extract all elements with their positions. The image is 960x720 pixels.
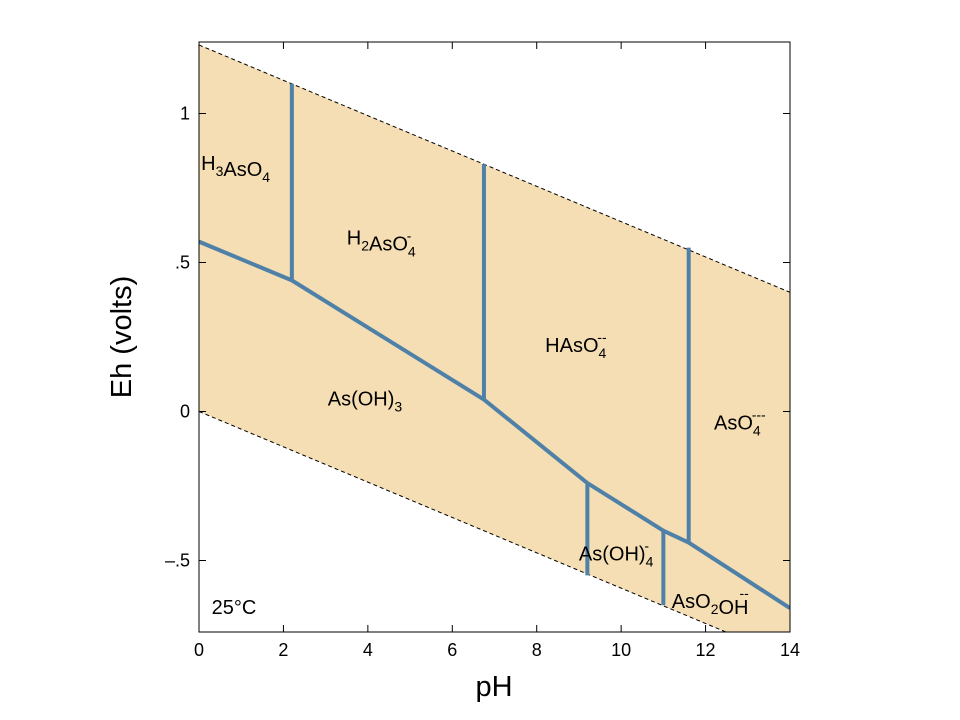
boundary-arsenate-arsenite [199,239,790,610]
temperature-annotation: 25°C [212,597,257,619]
water-stability-field [199,44,790,632]
species-label-h3aso4: H3AsO4 [201,153,270,185]
species-labels: H3AsO4 H2AsO4- HAsO4-- AsO4--- As(OH)3 As(OH)… [201,153,766,619]
axes: 0 2 4 6 8 10 12 14 –.5 0 .5 1 [165,42,800,660]
x-tick-label: 4 [363,640,373,660]
x-tick-label: 12 [696,640,716,660]
water-lower-limit-line [199,411,728,632]
y-tick-label: .5 [175,253,190,273]
x-tick-label: 8 [532,640,542,660]
water-stability-layer [199,44,790,632]
x-axis-title: pH [475,671,512,703]
boundary-layer [199,83,790,610]
x-tick-label: 14 [780,640,800,660]
y-tick-label: –.5 [165,550,190,570]
species-label-h2aso4: H2AsO4- [347,228,416,260]
y-tick-label: 0 [180,401,190,421]
species-label-aso4: AsO4--- [714,406,766,438]
y-axis-title: Eh (volts) [106,276,138,398]
species-label-aso2oh: AsO2OH-- [672,585,749,619]
species-label-asoh3: As(OH)3 [328,389,403,415]
y-tick-label: 1 [180,104,190,124]
water-upper-limit-line [199,44,790,293]
x-tick-label: 0 [194,640,204,660]
x-tick-label: 10 [611,640,631,660]
x-tick-label: 6 [447,640,457,660]
species-label-haso4: HAsO4-- [545,329,607,361]
species-label-asoh4: As(OH)4- [579,537,654,569]
x-tick-label: 2 [278,640,288,660]
plot-frame [198,41,791,633]
